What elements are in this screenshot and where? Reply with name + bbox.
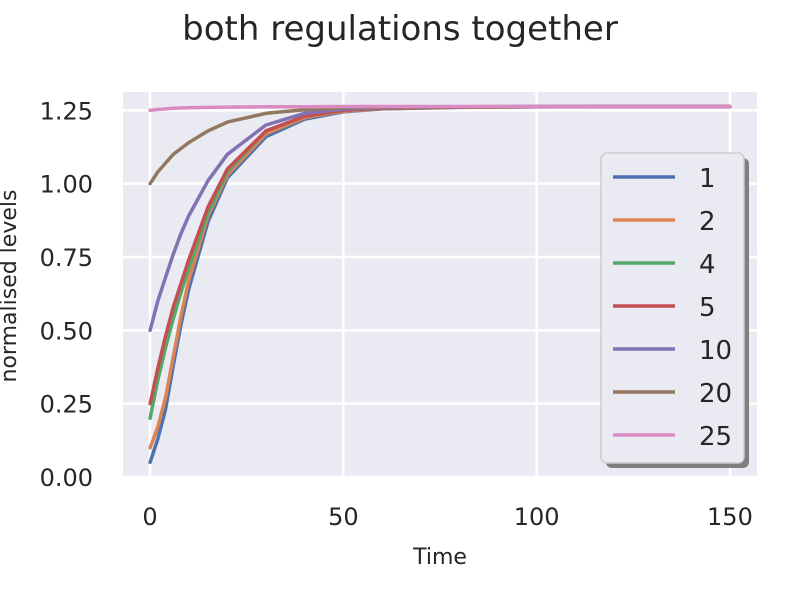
- y-tick-label: 0.50: [40, 317, 93, 345]
- legend-label-5: 5: [699, 293, 716, 323]
- series-line-25: [148, 104, 732, 113]
- legend-label-25: 25: [699, 422, 732, 452]
- x-tick-label: 100: [514, 503, 560, 531]
- legend-label-1: 1: [699, 164, 716, 194]
- x-tick-label: 0: [142, 503, 157, 531]
- x-tick-label: 150: [707, 503, 753, 531]
- series-lines: [148, 104, 732, 465]
- y-tick-label: 0.25: [40, 391, 93, 419]
- y-tick-label: 1.00: [40, 171, 93, 199]
- x-tick-label: 50: [328, 503, 359, 531]
- legend-label-20: 20: [699, 379, 732, 409]
- legend-box: [600, 152, 745, 464]
- tick-labels: 0 50 100 150 0.00 0.25 0.50 0.75 1.00 1.25: [40, 97, 753, 531]
- y-tick-label: 0.00: [40, 464, 93, 492]
- legend-label-4: 4: [699, 250, 716, 280]
- y-tick-label: 1.25: [40, 97, 93, 125]
- x-axis-label: Time: [412, 545, 467, 570]
- legend: 1 2 4 5 10 20 25: [600, 152, 749, 468]
- y-tick-label: 0.75: [40, 244, 93, 272]
- legend-label-2: 2: [699, 207, 716, 237]
- chart-title: both regulations together: [182, 9, 618, 49]
- y-axis-label: normalised levels: [0, 190, 22, 383]
- legend-label-10: 10: [699, 336, 732, 366]
